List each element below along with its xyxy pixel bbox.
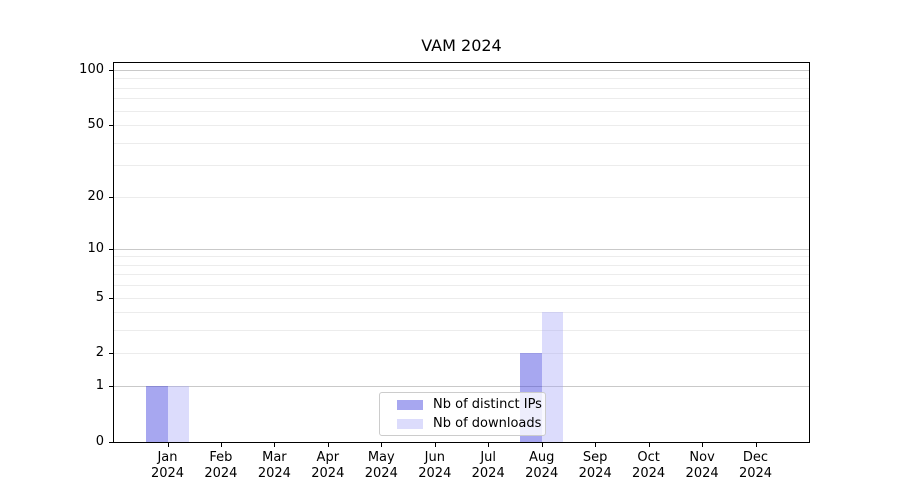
x-tick-mark	[488, 443, 490, 447]
x-tick-mark	[541, 443, 543, 447]
x-tick-mark	[434, 443, 436, 447]
y-gridline-minor	[114, 142, 809, 144]
y-tick-label: 100	[79, 62, 104, 77]
y-tick-label: 50	[87, 117, 104, 133]
x-tick-mark	[381, 443, 383, 447]
x-tick-mark	[220, 443, 222, 447]
y-tick-label: 1	[95, 378, 104, 394]
x-tick-label: Jan 2024	[150, 450, 185, 481]
x-tick-mark	[167, 443, 169, 447]
y-tick-label: 0	[95, 434, 104, 449]
legend-swatch-downloads	[397, 418, 423, 429]
legend-item-downloads: Nb of downloads	[397, 415, 545, 432]
legend-swatch-distinct-ips	[397, 399, 423, 410]
chart-title: VAM 2024	[421, 36, 502, 55]
y-tick-mark	[109, 442, 113, 443]
y-gridline-minor	[114, 297, 809, 299]
x-tick-label: May 2024	[364, 450, 398, 481]
legend-label-distinct-ips: Nb of distinct IPs	[433, 397, 542, 412]
y-tick-label: 5	[95, 289, 104, 305]
y-gridline-minor	[114, 87, 809, 89]
plot-area: Nb of distinct IPs Nb of downloads	[113, 62, 810, 443]
x-tick-mark	[327, 443, 329, 447]
y-gridline-minor	[114, 125, 809, 127]
y-tick-mark	[109, 353, 113, 355]
x-tick-mark	[274, 443, 276, 447]
x-tick-mark	[595, 443, 597, 447]
x-tick-mark	[702, 443, 704, 447]
y-tick-mark	[109, 248, 113, 250]
y-tick-label: 20	[87, 188, 104, 204]
legend-label-downloads: Nb of downloads	[433, 416, 542, 431]
legend: Nb of distinct IPs Nb of downloads	[379, 392, 546, 436]
y-gridline-minor	[114, 196, 809, 198]
y-gridline-minor	[114, 78, 809, 80]
y-tick-mark	[109, 70, 113, 71]
y-tick-mark	[109, 297, 113, 299]
x-tick-label: Feb 2024	[204, 450, 238, 481]
bar-nb-of-downloads-aug	[541, 312, 564, 442]
y-tick-label: 10	[87, 240, 104, 256]
y-gridline-minor	[114, 264, 809, 266]
y-gridline-minor	[114, 256, 809, 258]
x-tick-label: Jul 2024	[471, 450, 505, 481]
y-gridline-minor	[114, 165, 809, 167]
x-tick-label: Jun 2024	[418, 450, 452, 481]
y-gridline-major	[114, 70, 809, 71]
y-tick-mark	[109, 386, 113, 388]
bar-nb-of-distinct-ips-jan	[146, 386, 168, 442]
y-gridline-minor	[114, 330, 809, 332]
x-tick-label: Aug 2024	[525, 450, 559, 481]
x-tick-label: Oct 2024	[632, 450, 666, 481]
x-tick-label: Apr 2024	[311, 450, 345, 481]
x-tick-mark	[755, 443, 757, 447]
y-gridline-minor	[114, 353, 809, 355]
x-tick-label: Mar 2024	[257, 450, 291, 481]
y-gridline-minor	[114, 274, 809, 276]
y-gridline-minor	[114, 110, 809, 112]
bar-nb-of-downloads-jan	[167, 386, 189, 442]
y-gridline-minor	[114, 285, 809, 287]
y-tick-mark	[109, 125, 113, 127]
y-gridline-minor	[114, 312, 809, 314]
y-gridline-major	[114, 248, 809, 250]
y-tick-label: 2	[95, 345, 104, 361]
x-tick-label: Sep 2024	[578, 450, 612, 481]
x-tick-mark	[648, 443, 650, 447]
y-tick-mark	[109, 196, 113, 198]
y-gridline-minor	[114, 98, 809, 100]
x-tick-label: Nov 2024	[685, 450, 719, 481]
y-gridline-major	[114, 386, 809, 388]
x-tick-label: Dec 2024	[738, 450, 773, 481]
legend-item-distinct-ips: Nb of distinct IPs	[397, 396, 545, 413]
